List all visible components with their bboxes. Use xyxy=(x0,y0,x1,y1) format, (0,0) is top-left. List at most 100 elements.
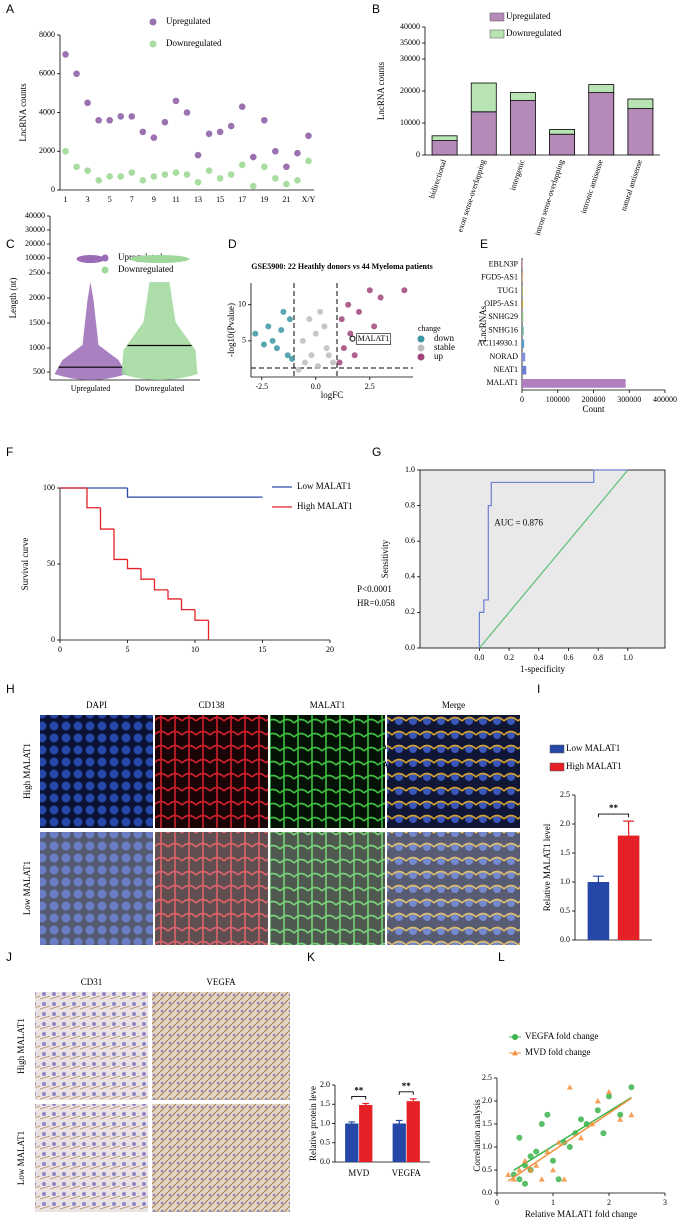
y-tick-label: 0.6 xyxy=(405,536,415,545)
survival-step xyxy=(126,559,141,570)
point xyxy=(216,175,224,182)
point xyxy=(516,1176,523,1183)
x-tick-label: 200000 xyxy=(582,395,606,404)
x-tick-label: X/Y xyxy=(302,195,316,204)
y-tick-label: 0.0 xyxy=(560,935,570,944)
y-tick-label: 6000 xyxy=(39,69,55,78)
point xyxy=(216,128,224,136)
point xyxy=(194,151,202,159)
legend-swatch xyxy=(512,1050,518,1056)
reference-line xyxy=(478,469,629,649)
bar xyxy=(522,313,524,322)
y-tick-label: 500 xyxy=(33,367,45,376)
x-tick-label: 2.5 xyxy=(365,382,375,391)
y-tick-label: 0.5 xyxy=(320,1138,330,1147)
point xyxy=(294,177,301,184)
y-tick-label: 1.5 xyxy=(320,1099,330,1108)
point xyxy=(84,167,91,174)
y-tick-label: 0.8 xyxy=(405,500,415,509)
legend-swatch xyxy=(489,12,505,22)
trend-line xyxy=(513,1096,632,1171)
annotation: HR=0.058 xyxy=(357,598,395,608)
point xyxy=(295,366,302,373)
survival-step xyxy=(194,609,209,621)
y-tick-label: EBLN3P xyxy=(489,259,519,268)
bar xyxy=(522,273,523,283)
point xyxy=(505,1171,512,1177)
point xyxy=(128,113,136,120)
x-tick-label: 20 xyxy=(326,645,334,654)
column-header: CD31 xyxy=(81,977,103,987)
bar-segment xyxy=(627,108,654,156)
point xyxy=(139,128,147,136)
legend-label: Downregulated xyxy=(166,38,222,48)
bar-segment xyxy=(470,111,497,156)
point xyxy=(205,167,213,174)
bar-segment xyxy=(470,82,497,113)
chart-title: GSE5900: 22 Heathly donors vs 44 Myeloma… xyxy=(251,262,433,271)
panel-label: G xyxy=(372,445,381,459)
x-tick-label: 0.6 xyxy=(563,653,573,662)
roc-curve xyxy=(478,469,628,648)
survival-step xyxy=(153,579,168,591)
point xyxy=(289,355,296,362)
y-tick-label: 0.5 xyxy=(482,1165,492,1174)
point xyxy=(377,294,384,301)
significance-bracket xyxy=(398,1091,414,1095)
bar xyxy=(392,1123,406,1162)
y-tick-label: 35000 xyxy=(400,38,420,47)
point xyxy=(150,173,158,180)
x-tick-label: intron sense-overlapping xyxy=(533,158,566,236)
y-tick-label: 50 xyxy=(47,559,55,568)
bar-segment xyxy=(588,84,615,93)
point xyxy=(321,323,328,330)
point xyxy=(249,182,257,190)
point xyxy=(617,1111,624,1118)
y-tick-label: 40000 xyxy=(400,22,420,31)
point xyxy=(84,99,91,107)
point xyxy=(183,109,191,116)
point xyxy=(265,323,272,330)
point xyxy=(336,359,343,366)
point xyxy=(555,1176,562,1183)
point xyxy=(283,180,290,188)
distribution xyxy=(129,255,190,263)
point xyxy=(306,316,313,323)
micrograph xyxy=(387,832,520,945)
annotation: MALAT1 xyxy=(358,334,390,343)
point xyxy=(302,359,308,366)
legend-swatch xyxy=(149,40,157,48)
bar-segment xyxy=(627,98,654,109)
legend-swatch xyxy=(549,744,565,754)
row-header: Low MALAT1 xyxy=(16,1131,26,1185)
distribution xyxy=(76,255,105,263)
point xyxy=(366,287,373,294)
x-tick-label: 5 xyxy=(108,195,112,204)
bar-segment xyxy=(549,133,576,156)
bar xyxy=(522,260,523,269)
point xyxy=(273,345,280,352)
legend-title: change xyxy=(418,324,441,333)
annotation-box xyxy=(356,333,391,345)
point xyxy=(522,1180,528,1187)
legend-swatch xyxy=(417,353,425,361)
x-tick-label: 0 xyxy=(495,1198,499,1207)
x-tick-label: 3 xyxy=(86,195,90,204)
y-axis-label: Relative protein leve xyxy=(308,1086,318,1161)
panel-label: J xyxy=(6,950,12,964)
bar-segment xyxy=(509,92,536,101)
bar-segment xyxy=(549,128,576,135)
x-tick-label: -2.5 xyxy=(255,382,268,391)
survival-step xyxy=(126,488,263,498)
y-tick-label: 1.0 xyxy=(560,877,570,886)
x-tick-label: 3 xyxy=(663,1198,667,1207)
point xyxy=(522,1157,528,1164)
point xyxy=(617,1116,624,1122)
point xyxy=(308,352,315,359)
x-tick-label: exon sense-overlapping xyxy=(455,158,487,233)
legend-label: MVD fold change xyxy=(525,1047,590,1057)
legend-label: Low MALAT1 xyxy=(297,481,351,491)
point xyxy=(278,327,285,333)
x-tick-label: 400000 xyxy=(653,395,677,404)
distribution xyxy=(121,282,198,380)
